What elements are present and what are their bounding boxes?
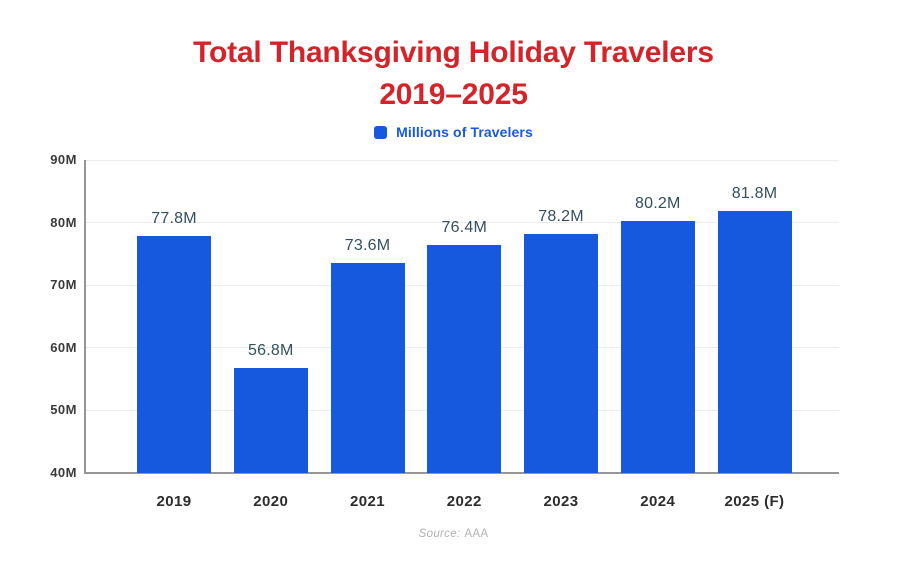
source-value: AAA (464, 528, 489, 540)
x-tick-label: 2019 (156, 493, 192, 510)
bar-2023 (524, 233, 598, 473)
bar-value-label: 76.4M (441, 219, 487, 237)
y-tick-label: 50M (50, 402, 77, 418)
y-tick-label: 80M (50, 214, 77, 230)
x-tick-label: 2020 (253, 493, 289, 510)
x-tick-label: 2023 (543, 493, 579, 510)
bar-2021 (330, 262, 405, 473)
chart-title-line1: Total Thanksgiving Holiday Travelers (193, 36, 714, 69)
bar-2024 (620, 221, 695, 473)
bar-value-label: 78.2M (538, 207, 584, 225)
x-tick-label: 2024 (640, 493, 676, 510)
chart-title: Total Thanksgiving Holiday Travelers 201… (0, 32, 907, 116)
source-prefix: Source: (418, 528, 461, 540)
legend-swatch-icon (374, 125, 388, 139)
bar-value-label: 56.8M (248, 341, 294, 359)
x-tick-label: 2022 (446, 493, 482, 510)
bar-value-label: 80.2M (635, 195, 681, 213)
bar-2025-F- (717, 211, 792, 473)
y-tick-label: 40M (50, 465, 77, 480)
y-tick-label: 60M (50, 339, 77, 355)
x-tick-label: 2021 (350, 493, 385, 510)
source-note: Source: AAA (0, 528, 907, 540)
y-axis-line (84, 160, 86, 473)
chart-title-line2: 2019–2025 (379, 78, 528, 111)
legend-label: Millions of Travelers (396, 124, 533, 140)
legend: Millions of Travelers (0, 124, 907, 140)
bar-2019 (137, 236, 211, 473)
x-tick-label: 2025 (F) (724, 493, 785, 510)
y-tick-label: 70M (50, 277, 77, 293)
bar-value-label: 81.8M (731, 185, 778, 203)
bar-2022 (427, 245, 502, 473)
bar-value-label: 77.8M (151, 210, 197, 228)
bar-2020 (233, 367, 308, 473)
y-tick-label: 90M (50, 152, 77, 167)
gridline (85, 222, 839, 224)
bar-value-label: 73.6M (344, 236, 391, 254)
gridline (85, 159, 839, 161)
x-axis-line (84, 472, 839, 474)
